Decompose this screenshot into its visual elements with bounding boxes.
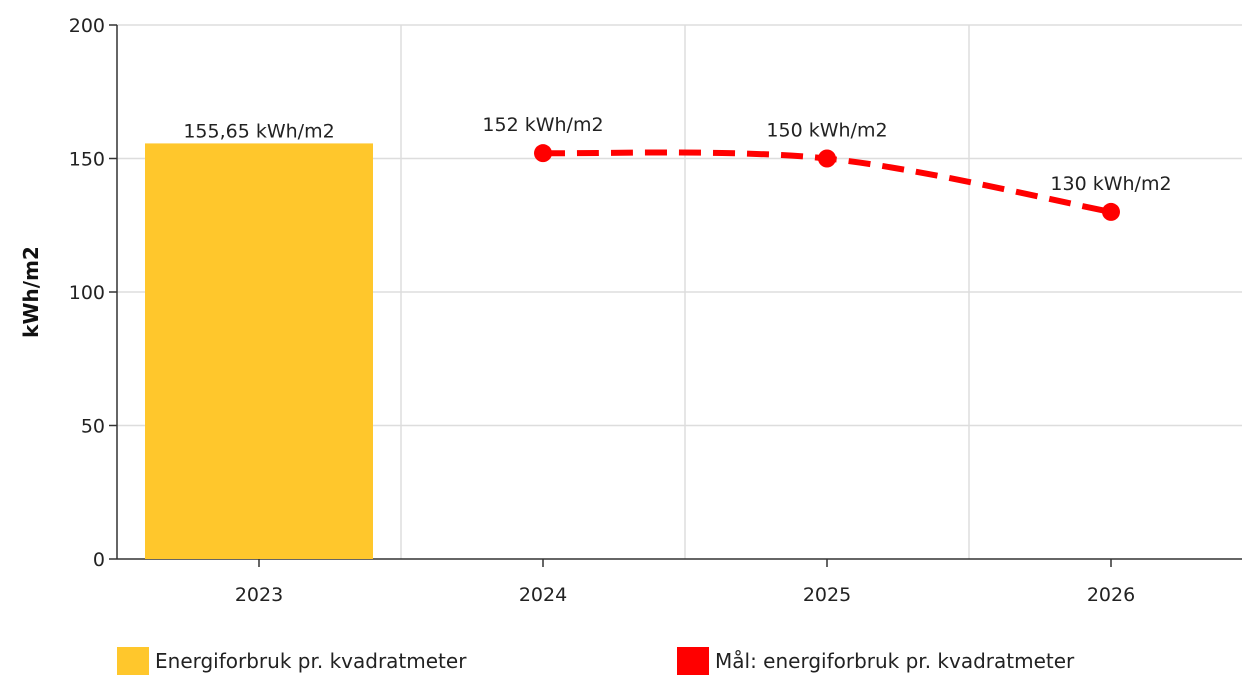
line-data-label: 150 kWh/m2 xyxy=(766,120,887,142)
x-tick-label: 2026 xyxy=(1087,584,1135,606)
x-tick-label: 2024 xyxy=(519,584,567,606)
line-data-label: 130 kWh/m2 xyxy=(1050,173,1171,195)
target-point xyxy=(534,144,552,163)
line-series xyxy=(534,144,1120,221)
legend-swatch-bar xyxy=(117,647,149,675)
legend-item-line[interactable]: Mål: energiforbruk pr. kvadratmeter xyxy=(677,646,1074,676)
legend-swatch-line xyxy=(677,647,709,675)
y-axis-label: kWh/m2 xyxy=(19,246,43,338)
bar-data-label: 155,65 kWh/m2 xyxy=(183,120,334,142)
y-tick-label: 0 xyxy=(93,549,105,571)
legend-label-bar: Energiforbruk pr. kvadratmeter xyxy=(155,649,467,673)
y-tick-label: 200 xyxy=(69,15,105,37)
legend-item-bar[interactable]: Energiforbruk pr. kvadratmeter xyxy=(117,646,466,676)
y-tick-label: 150 xyxy=(69,149,105,171)
target-point xyxy=(818,149,836,168)
target-point xyxy=(1102,202,1120,221)
y-tick-label: 50 xyxy=(81,416,105,438)
bar xyxy=(145,143,373,560)
legend-label-line: Mål: energiforbruk pr. kvadratmeter xyxy=(715,649,1075,673)
bar-series xyxy=(145,143,373,560)
data-labels: 155,65 kWh/m2 152 kWh/m2 150 kWh/m2 130 kWh… xyxy=(183,114,1171,195)
x-tick-label: 2025 xyxy=(803,584,851,606)
x-tick-label: 2023 xyxy=(235,584,283,606)
line-data-label: 152 kWh/m2 xyxy=(482,114,603,136)
y-tick-label: 100 xyxy=(69,282,105,304)
